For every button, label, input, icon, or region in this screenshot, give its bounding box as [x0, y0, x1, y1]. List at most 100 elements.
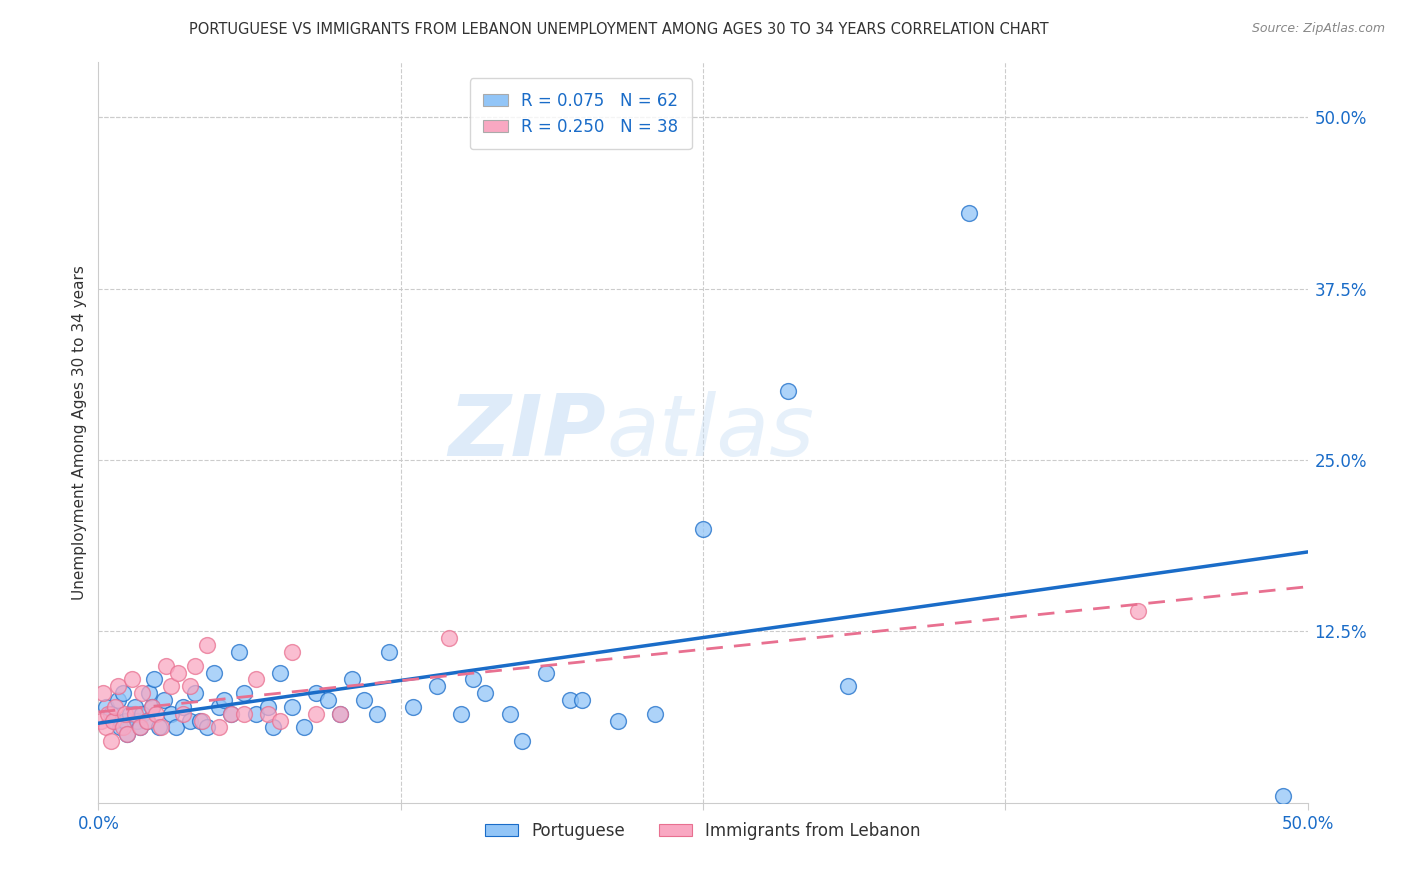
Point	[152, 693, 174, 707]
Point	[101, 714, 124, 728]
Point	[510, 734, 533, 748]
Point	[150, 720, 173, 734]
Point	[607, 714, 630, 728]
Point	[138, 686, 160, 700]
Point	[366, 706, 388, 721]
Point	[184, 686, 207, 700]
Point	[245, 706, 267, 721]
Point	[135, 714, 157, 728]
Point	[108, 720, 131, 734]
Point	[172, 706, 194, 721]
Point	[172, 699, 194, 714]
Point	[221, 706, 243, 721]
Point	[141, 699, 163, 714]
Point	[450, 706, 472, 721]
Point	[160, 706, 183, 721]
Point	[212, 693, 235, 707]
Point	[94, 720, 117, 734]
Point	[131, 686, 153, 700]
Point	[534, 665, 557, 680]
Point	[498, 706, 520, 721]
Point	[143, 673, 166, 687]
Point	[232, 686, 254, 700]
Point	[292, 720, 315, 734]
Point	[776, 384, 799, 399]
Point	[128, 720, 150, 734]
Point	[426, 679, 449, 693]
Point	[208, 720, 231, 734]
Point	[97, 706, 120, 721]
Point	[463, 673, 485, 687]
Point	[316, 693, 339, 707]
Point	[188, 714, 211, 728]
Point	[179, 679, 201, 693]
Point	[145, 706, 167, 721]
Point	[179, 714, 201, 728]
Point	[329, 706, 352, 721]
Point	[837, 679, 859, 693]
Point	[208, 699, 231, 714]
Point	[281, 699, 304, 714]
Point	[91, 686, 114, 700]
Point	[148, 720, 170, 734]
Point	[104, 714, 127, 728]
Point	[155, 658, 177, 673]
Point	[402, 699, 425, 714]
Point	[107, 679, 129, 693]
Point	[957, 206, 980, 220]
Point	[100, 706, 122, 721]
Point	[269, 665, 291, 680]
Point	[571, 693, 593, 707]
Point	[90, 714, 112, 728]
Point	[281, 645, 304, 659]
Point	[127, 714, 149, 728]
Point	[329, 706, 352, 721]
Point	[1128, 604, 1150, 618]
Point	[118, 706, 141, 721]
Point	[114, 714, 136, 728]
Point	[558, 693, 581, 707]
Point	[124, 706, 146, 721]
Point	[94, 699, 117, 714]
Point	[437, 632, 460, 646]
Legend: Portuguese, Immigrants from Lebanon: Portuguese, Immigrants from Lebanon	[478, 815, 928, 847]
Point	[160, 679, 183, 693]
Point	[195, 638, 218, 652]
Point	[262, 720, 284, 734]
Point	[117, 727, 139, 741]
Point	[474, 686, 496, 700]
Point	[191, 714, 214, 728]
Point	[204, 665, 226, 680]
Point	[269, 714, 291, 728]
Point	[167, 665, 190, 680]
Point	[644, 706, 666, 721]
Point	[121, 673, 143, 687]
Point	[305, 706, 328, 721]
Point	[184, 658, 207, 673]
Text: atlas: atlas	[606, 391, 814, 475]
Point	[228, 645, 250, 659]
Point	[107, 693, 129, 707]
Point	[135, 714, 157, 728]
Point	[245, 673, 267, 687]
Point	[165, 720, 187, 734]
Point	[104, 699, 127, 714]
Point	[117, 727, 139, 741]
Point	[111, 686, 134, 700]
Point	[111, 720, 134, 734]
Point	[342, 673, 364, 687]
Point	[114, 706, 136, 721]
Point	[692, 522, 714, 536]
Point	[1272, 789, 1295, 803]
Point	[124, 699, 146, 714]
Text: ZIP: ZIP	[449, 391, 606, 475]
Point	[131, 706, 153, 721]
Point	[195, 720, 218, 734]
Text: Source: ZipAtlas.com: Source: ZipAtlas.com	[1251, 22, 1385, 36]
Point	[232, 706, 254, 721]
Point	[256, 699, 278, 714]
Point	[353, 693, 375, 707]
Text: PORTUGUESE VS IMMIGRANTS FROM LEBANON UNEMPLOYMENT AMONG AGES 30 TO 34 YEARS COR: PORTUGUESE VS IMMIGRANTS FROM LEBANON UN…	[188, 22, 1049, 37]
Point	[305, 686, 328, 700]
Point	[377, 645, 399, 659]
